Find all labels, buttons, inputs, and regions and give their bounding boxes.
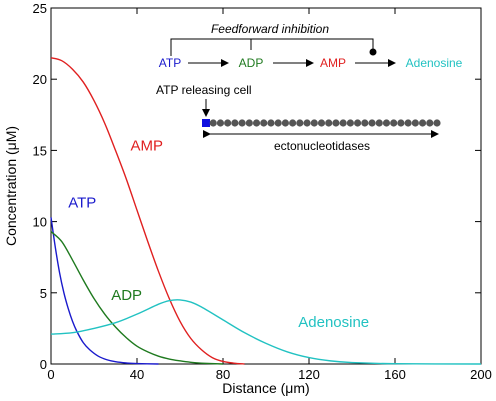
pathway-adp: ADP bbox=[239, 56, 264, 70]
cell bbox=[296, 119, 304, 127]
cell bbox=[231, 119, 239, 127]
y-axis-title: Concentration (μM) bbox=[3, 126, 19, 246]
cell bbox=[238, 119, 246, 127]
series-label-amp: AMP bbox=[131, 137, 164, 154]
cell-row bbox=[202, 119, 441, 127]
y-tick-label: 10 bbox=[33, 215, 47, 230]
cell bbox=[433, 119, 441, 127]
series-label-atp: ATP bbox=[68, 194, 96, 211]
cell bbox=[361, 119, 369, 127]
pathway-amp: AMP bbox=[320, 56, 346, 70]
cell bbox=[368, 119, 376, 127]
series-line-adenosine bbox=[50, 299, 482, 365]
cell bbox=[224, 119, 232, 127]
cell bbox=[390, 119, 398, 127]
series-lines bbox=[50, 57, 482, 365]
inset-title: Feedforward inhibition bbox=[211, 22, 329, 36]
series-labels: ATP ADP AMP Adenosine bbox=[68, 137, 369, 331]
cell bbox=[310, 119, 318, 127]
cell bbox=[339, 119, 347, 127]
cell bbox=[404, 119, 412, 127]
x-tick-label: 160 bbox=[384, 367, 406, 382]
series-line-adp bbox=[50, 231, 224, 365]
cell bbox=[332, 119, 340, 127]
y-tick-label: 15 bbox=[33, 143, 47, 158]
y-axis-ticks: 0 5 10 15 20 25 bbox=[33, 1, 481, 372]
cell bbox=[260, 119, 268, 127]
inhibition-dot bbox=[369, 48, 377, 56]
releasing-cell-label: ATP releasing cell bbox=[156, 83, 252, 97]
y-tick-label: 25 bbox=[33, 1, 47, 16]
cell bbox=[375, 119, 383, 127]
x-tick-label: 200 bbox=[470, 367, 492, 382]
pathway-adenosine: Adenosine bbox=[406, 56, 463, 70]
series-label-adenosine: Adenosine bbox=[298, 314, 369, 331]
cell bbox=[245, 119, 253, 127]
series-line-amp bbox=[50, 57, 245, 365]
x-tick-label: 120 bbox=[298, 367, 320, 382]
x-axis-ticks: 0 40 80 120 160 200 bbox=[47, 8, 492, 382]
cell bbox=[303, 119, 311, 127]
cell bbox=[216, 119, 225, 127]
pathway-inset: Feedforward inhibition ATP ADP AMP Adeno… bbox=[156, 22, 463, 153]
y-tick-label: 20 bbox=[33, 72, 47, 87]
x-axis-title: Distance (μm) bbox=[222, 380, 309, 396]
cell bbox=[418, 119, 427, 127]
cell bbox=[397, 119, 405, 127]
cell bbox=[426, 119, 434, 127]
y-tick-label: 5 bbox=[40, 286, 47, 301]
cell bbox=[209, 119, 217, 127]
cell bbox=[317, 119, 326, 127]
pathway-atp: ATP bbox=[159, 56, 181, 70]
cell bbox=[267, 119, 275, 127]
cell bbox=[289, 119, 297, 127]
cell bbox=[382, 119, 391, 127]
cell bbox=[274, 119, 282, 127]
cell bbox=[252, 119, 261, 127]
cell bbox=[325, 119, 333, 127]
span-label: ectonucleotidases bbox=[274, 139, 370, 153]
y-tick-label: 0 bbox=[40, 357, 47, 372]
series-label-adp: ADP bbox=[111, 287, 142, 304]
cell bbox=[353, 119, 362, 127]
x-tick-label: 80 bbox=[216, 367, 230, 382]
cell bbox=[281, 119, 290, 127]
releasing-cell bbox=[202, 119, 210, 127]
x-tick-label: 40 bbox=[130, 367, 144, 382]
x-tick-label: 0 bbox=[47, 367, 54, 382]
cell bbox=[411, 119, 419, 127]
cell bbox=[346, 119, 354, 127]
series-line-atp bbox=[50, 217, 159, 365]
plot-frame bbox=[50, 7, 482, 365]
feedforward-bracket bbox=[170, 38, 374, 56]
